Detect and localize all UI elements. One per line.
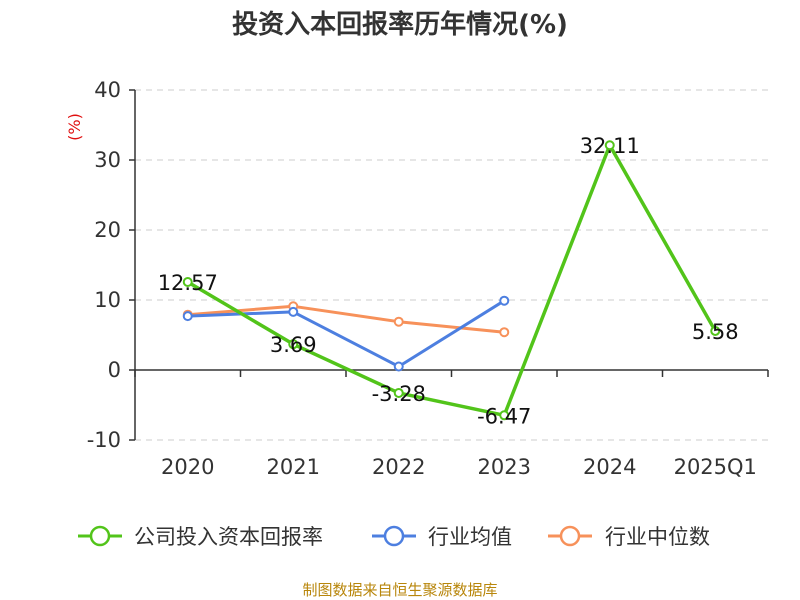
- x-tick-label: 2022: [372, 455, 425, 479]
- grid-lines: [135, 89, 768, 441]
- data-point[interactable]: [288, 306, 299, 317]
- data-point[interactable]: [710, 325, 721, 336]
- x-tick-label: 2020: [161, 455, 214, 479]
- data-point[interactable]: [393, 387, 404, 398]
- series-line: [186, 143, 717, 418]
- y-tick-label: 10: [94, 288, 121, 312]
- data-point[interactable]: [393, 361, 404, 372]
- data-label: -6.47: [477, 404, 531, 428]
- data-point[interactable]: [288, 339, 299, 350]
- y-tick-label: -10: [87, 428, 121, 452]
- legend-label: 行业中位数: [605, 525, 710, 549]
- legend-label: 行业均值: [428, 525, 512, 549]
- legend-marker: [383, 525, 405, 547]
- x-axis: 2020 2021 2022 2023 2024 2025Q1: [134, 369, 769, 479]
- data-point[interactable]: [499, 410, 510, 421]
- legend-item[interactable]: 行业均值: [372, 525, 512, 549]
- chart-title: 投资入本回报率历年情况(%): [232, 9, 568, 40]
- data-point[interactable]: [393, 316, 404, 327]
- series-0: [182, 140, 721, 421]
- series-line: [187, 304, 505, 334]
- data-point[interactable]: [604, 140, 615, 151]
- legend-marker: [89, 525, 111, 547]
- y-tick-label: 20: [94, 218, 121, 242]
- y-axis-label: (%): [65, 113, 84, 141]
- legend-item[interactable]: 公司投入资本回报率: [78, 525, 323, 549]
- x-tick-label: 2021: [267, 455, 320, 479]
- y-tick-labels: 40 30 20 10 0 -10: [87, 78, 136, 452]
- x-tick-label: 2023: [478, 455, 531, 479]
- series-layer: [182, 140, 721, 421]
- x-tick-label: 2024: [583, 455, 636, 479]
- y-tick-label: 30: [94, 148, 121, 172]
- data-point[interactable]: [182, 311, 193, 322]
- data-label: -3.28: [372, 382, 426, 406]
- data-label: 5.58: [692, 320, 739, 344]
- data-label: 3.69: [270, 333, 317, 357]
- x-tick-label: 2025Q1: [674, 455, 757, 479]
- source-note: 制图数据来自恒生聚源数据库: [302, 581, 497, 599]
- data-point[interactable]: [182, 277, 193, 288]
- legend-label: 公司投入资本回报率: [134, 525, 323, 549]
- legend-marker: [559, 525, 581, 547]
- data-labels: 12.57 3.69 -3.28 -6.47 32.11 5.58: [158, 134, 739, 428]
- legend-item[interactable]: 行业中位数: [548, 525, 710, 549]
- data-label: 12.57: [158, 271, 218, 295]
- data-label: 32.11: [580, 134, 640, 158]
- data-point[interactable]: [499, 295, 510, 306]
- y-tick-label: 0: [108, 358, 121, 382]
- y-tick-label: 40: [94, 78, 121, 102]
- data-point[interactable]: [499, 327, 510, 338]
- legend: 公司投入资本回报率 行业均值 行业中位数: [78, 525, 710, 549]
